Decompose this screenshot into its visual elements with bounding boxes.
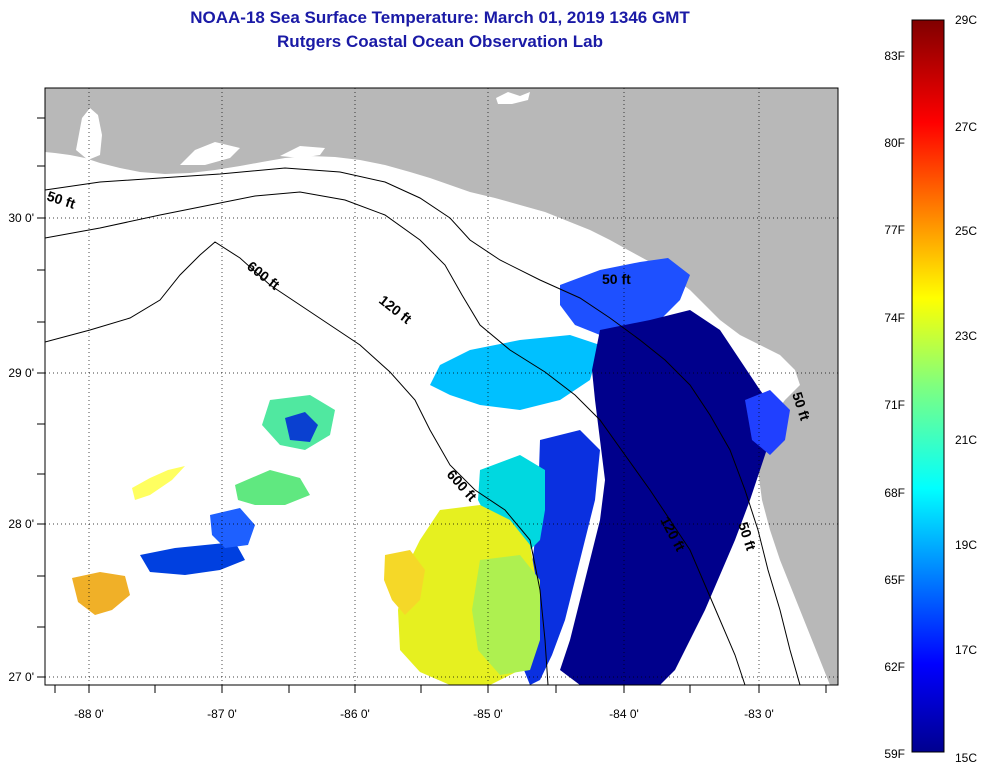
colorbar-label-f: 59F: [884, 747, 905, 761]
graticule: [45, 88, 838, 685]
colorbar-label-c: 29C: [955, 13, 977, 27]
colorbar-label-f: 65F: [884, 573, 905, 587]
colorbar-label-c: 23C: [955, 329, 977, 343]
colorbar-label-c: 17C: [955, 643, 977, 657]
colorbar-label-f: 80F: [884, 136, 905, 150]
sst-data: [72, 258, 790, 685]
latitude-label: 30 0': [8, 211, 34, 225]
latitude-label: 27 0': [8, 670, 34, 684]
longitude-label: -85 0': [473, 707, 503, 721]
map-title: NOAA-18 Sea Surface Temperature: March 0…: [190, 8, 690, 27]
contour-50ft: [45, 167, 801, 685]
contour-600ft: [45, 241, 549, 685]
colorbar-label-f: 77F: [884, 223, 905, 237]
longitude-label: -83 0': [744, 707, 774, 721]
contour-label-50ft: 50 ft: [602, 271, 631, 287]
contour-120ft: [45, 191, 746, 685]
bay: [280, 146, 325, 158]
longitude-label: -86 0': [340, 707, 370, 721]
colorbar-label-c: 27C: [955, 120, 977, 134]
longitude-label: -87 0': [207, 707, 237, 721]
colorbar-label-f: 71F: [884, 398, 905, 412]
colorbar-label-c: 21C: [955, 433, 977, 447]
colorbar-label-f: 62F: [884, 660, 905, 674]
colorbar-label-c: 15C: [955, 751, 977, 765]
depth-contours: [45, 167, 801, 685]
colorbar-celsius-ticks: 29C 27C 25C 23C 21C 19C 17C 15C: [955, 13, 977, 765]
colorbar: [911, 19, 945, 753]
map-subtitle: Rutgers Coastal Ocean Observation Lab: [277, 32, 603, 51]
colorbar-label-c: 19C: [955, 538, 977, 552]
longitude-label: -84 0': [609, 707, 639, 721]
latitude-label: 28 0': [8, 517, 34, 531]
bay: [180, 142, 240, 165]
colorbar-label-f: 83F: [884, 49, 905, 63]
colorbar-label-c: 25C: [955, 224, 977, 238]
ticks: [37, 117, 827, 693]
bay: [76, 108, 102, 160]
longitude-label: -88 0': [74, 707, 104, 721]
colorbar-label-f: 68F: [884, 486, 905, 500]
colorbar-fahrenheit-ticks: 83F 80F 77F 74F 71F 68F 65F 62F 59F: [884, 49, 905, 761]
land-mass: [45, 88, 838, 685]
map-border: [44, 87, 839, 686]
bay: [496, 92, 530, 104]
latitude-label: 29 0': [8, 366, 34, 380]
colorbar-label-f: 74F: [884, 311, 905, 325]
